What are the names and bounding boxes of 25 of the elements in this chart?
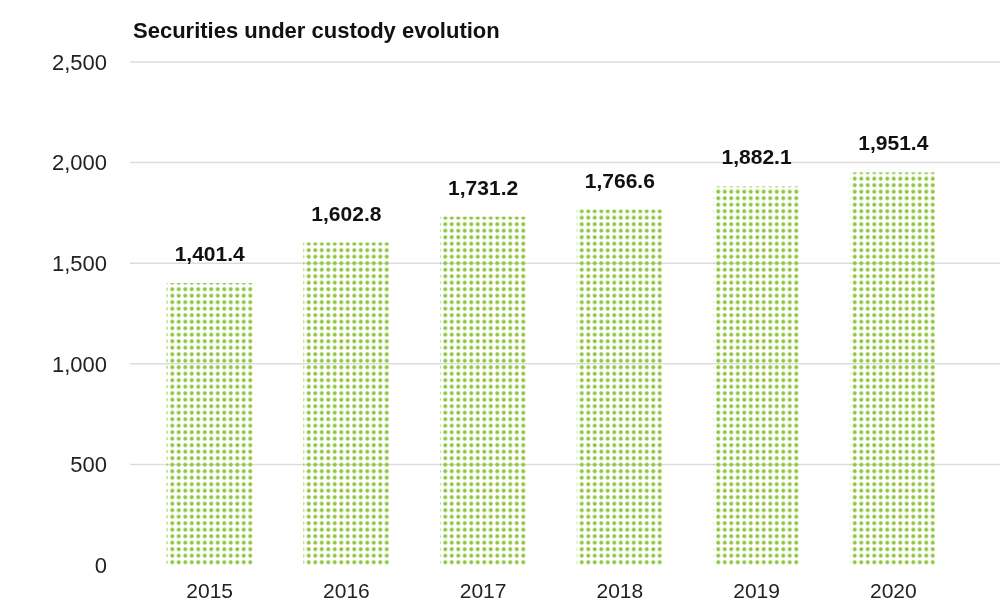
bar — [576, 209, 663, 565]
bar — [440, 216, 527, 565]
y-tick-label: 2,500 — [51, 49, 107, 75]
bar — [166, 283, 253, 565]
data-label: 1,401.4 — [174, 242, 246, 266]
bar — [850, 172, 937, 565]
data-label: 1,766.6 — [584, 168, 655, 192]
y-tick-label: 1,500 — [51, 250, 107, 276]
bar — [303, 242, 390, 565]
y-tick-label: 500 — [70, 452, 107, 478]
x-tick-label: 2015 — [186, 579, 234, 602]
data-label: 1,951.4 — [858, 131, 929, 155]
data-label: 1,882.1 — [721, 145, 792, 169]
y-tick-label: 1,000 — [51, 351, 107, 377]
y-tick-label: 0 — [94, 552, 107, 578]
y-tick-label: 2,000 — [51, 150, 107, 176]
x-tick-label: 2020 — [869, 579, 917, 602]
x-tick-label: 2018 — [596, 579, 644, 602]
chart-title: Securities under custody evolution — [133, 18, 500, 43]
x-tick-label: 2019 — [733, 579, 780, 602]
data-label: 1,731.2 — [448, 175, 519, 199]
bar — [713, 186, 800, 565]
data-label: 1,602.8 — [311, 201, 382, 225]
x-tick-label: 2016 — [323, 579, 370, 602]
x-tick-label: 2017 — [459, 579, 507, 602]
